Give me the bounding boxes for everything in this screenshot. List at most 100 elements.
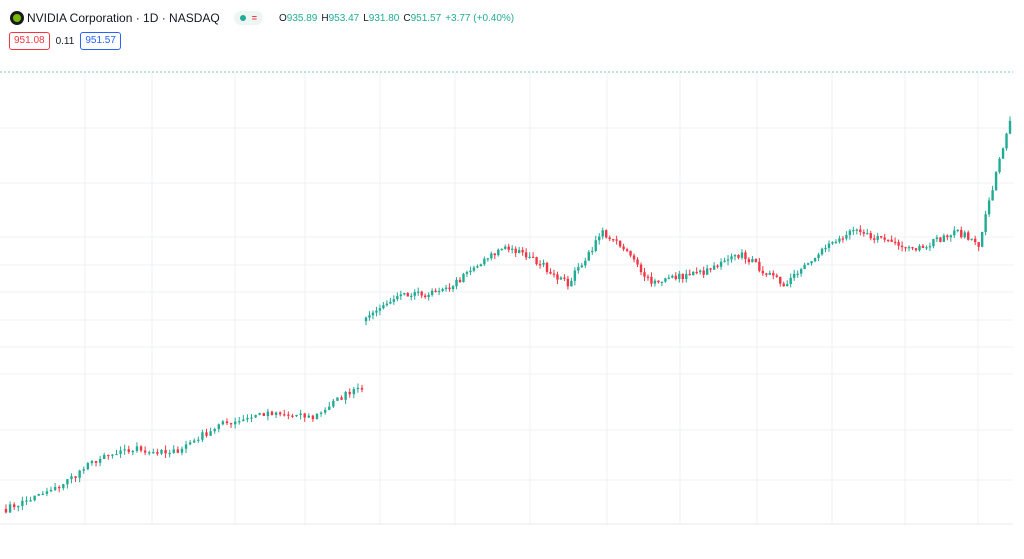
candle-body	[580, 265, 584, 268]
candle-body	[41, 493, 45, 496]
candle-body	[538, 264, 542, 266]
candle-body	[848, 230, 852, 236]
candle-body	[789, 277, 792, 285]
candle-body	[726, 259, 730, 261]
candle-body	[472, 267, 476, 271]
spread-value: 0.11	[55, 35, 75, 47]
candle-body	[90, 461, 94, 464]
candle-body	[152, 452, 155, 454]
symbol-title[interactable]: NVIDIA Corporation · 1D · NASDAQ	[27, 11, 220, 25]
candle-body	[859, 229, 862, 233]
candle-body	[430, 290, 434, 295]
candle-body	[21, 500, 24, 507]
candle-body	[873, 238, 876, 240]
indicator-toggle[interactable]: =	[233, 11, 263, 25]
candle-body	[744, 252, 747, 260]
candle-body	[698, 270, 702, 273]
candle-body	[70, 476, 73, 480]
candle-body	[107, 454, 110, 457]
candle-body	[883, 237, 886, 240]
candle-body	[967, 232, 970, 240]
candle-body	[702, 270, 705, 275]
candle-body	[524, 252, 528, 258]
candle-body	[283, 414, 286, 416]
candle-body	[458, 279, 462, 283]
candle-body	[103, 454, 106, 460]
candle-body	[841, 238, 845, 240]
candle-body	[531, 256, 535, 258]
ohlc-close: C951.57	[403, 12, 442, 24]
candle-body	[156, 452, 159, 454]
candle-body	[131, 450, 135, 453]
candle-body	[754, 259, 758, 262]
candle-body	[932, 239, 935, 247]
candle-body	[29, 500, 32, 502]
candle-body	[594, 240, 597, 251]
candle-body	[315, 413, 319, 420]
candle-body	[984, 214, 987, 233]
candles-layer	[4, 116, 1012, 514]
candle-body	[775, 275, 778, 277]
ask-price-button[interactable]: 951.57	[80, 32, 121, 50]
candle-body	[824, 247, 827, 250]
candle-body	[385, 303, 389, 306]
candle-body	[834, 241, 838, 243]
candle-body	[660, 281, 664, 283]
candle-body	[810, 261, 813, 264]
candle-body	[657, 280, 660, 283]
candle-body	[1005, 133, 1008, 149]
candle-body	[348, 391, 351, 395]
candle-body	[758, 261, 761, 271]
candle-body	[960, 229, 963, 238]
candle-body	[135, 446, 139, 451]
candle-body	[914, 248, 918, 251]
candle-body	[577, 267, 580, 271]
candle-body	[139, 446, 143, 451]
candle-body	[855, 229, 859, 231]
candle-body	[994, 172, 998, 191]
candle-body	[591, 250, 594, 253]
candle-body	[197, 439, 200, 441]
candle-body	[455, 279, 458, 287]
candle-body	[862, 232, 865, 234]
candle-body	[977, 242, 980, 247]
candle-body	[82, 469, 85, 471]
candle-body	[712, 265, 716, 270]
candle-body	[344, 391, 347, 400]
chart-grid	[0, 71, 1013, 525]
candle-body	[904, 247, 907, 249]
candle-body	[86, 463, 90, 470]
candle-body	[678, 273, 681, 280]
candle-body	[761, 270, 765, 274]
candle-body	[205, 432, 208, 436]
candle-body	[900, 245, 904, 248]
candle-body	[66, 479, 69, 485]
candle-body	[127, 449, 130, 452]
candle-body	[779, 276, 782, 284]
candle-body	[176, 449, 180, 453]
candle-body	[751, 259, 754, 263]
candle-body	[8, 504, 12, 513]
candle-body	[991, 190, 994, 201]
bid-price-button[interactable]: 951.08	[9, 32, 50, 50]
market-status-dot-icon	[239, 15, 246, 21]
candle-body	[254, 414, 257, 418]
candle-body	[838, 238, 841, 242]
candle-body	[514, 248, 517, 253]
candle-body	[549, 271, 552, 274]
candle-body	[768, 272, 772, 275]
candle-body	[486, 258, 490, 260]
candle-body	[866, 233, 869, 235]
candle-body	[49, 489, 53, 492]
candle-body	[646, 276, 650, 278]
candle-body	[364, 317, 368, 322]
candle-body	[427, 294, 430, 298]
candle-body	[566, 278, 570, 287]
candle-body	[765, 273, 768, 275]
quote-row: 951.08 0.11 951.57	[9, 32, 121, 50]
candle-body	[382, 305, 385, 309]
candle-body	[368, 315, 371, 318]
candle-body	[258, 413, 261, 415]
candle-body	[535, 257, 538, 265]
